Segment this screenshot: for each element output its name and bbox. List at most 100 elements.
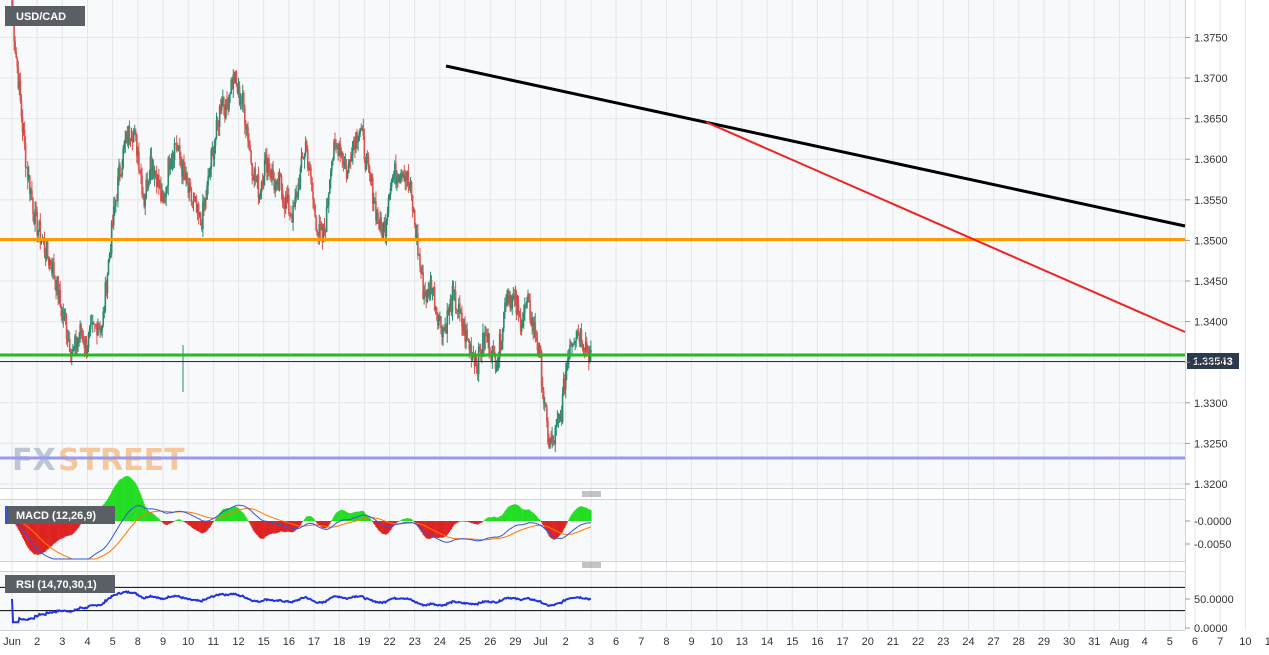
candle-body	[354, 139, 356, 149]
time-axis[interactable]: Jun 2 3 4 5 8 9 10 11 12 15 16 17 18 19 22 23 24 25 26 29 Jul…	[3, 636, 1269, 648]
candle-body	[46, 241, 49, 258]
candle-body	[350, 155, 353, 161]
x-tick-label: 28	[1013, 636, 1025, 648]
macd-histogram-bar	[329, 521, 331, 524]
candle-body	[344, 162, 347, 166]
candle-body	[522, 313, 525, 320]
candle-body	[517, 304, 520, 314]
macd-histogram-bar	[77, 521, 79, 529]
candle-body	[298, 183, 301, 189]
macd-histogram-bar	[457, 521, 459, 523]
macd-histogram-bar	[293, 521, 295, 532]
candle-body	[184, 171, 186, 180]
macd-histogram-bar	[23, 521, 26, 542]
macd-histogram-bar	[49, 521, 51, 548]
macd-histogram-bar	[345, 512, 348, 521]
candle-body	[98, 325, 100, 328]
candle-body	[438, 318, 440, 326]
candle-body	[218, 106, 221, 128]
candle-body	[77, 338, 79, 344]
candle-body	[132, 133, 135, 143]
macd-histogram-bar	[313, 519, 315, 521]
x-tick-label: 7	[1217, 636, 1223, 648]
macd-histogram-bar	[507, 507, 509, 521]
macd-histogram-bar	[237, 508, 240, 521]
candle-body	[583, 348, 586, 352]
macd-histogram-bar	[279, 521, 282, 532]
candle-body	[422, 272, 424, 299]
price-axis[interactable]: 1.3200 1.3250 1.3300 1.3350 1.3400 1.3450 1.35…	[1185, 32, 1234, 635]
candle-body	[47, 257, 50, 266]
x-tick-label: 23	[937, 636, 949, 648]
candle-body	[121, 167, 123, 177]
candle-body	[530, 320, 532, 326]
candle-body	[497, 359, 500, 363]
macd-histogram-bar	[407, 518, 410, 521]
x-tick-label: 16	[283, 636, 295, 648]
x-tick-label: 24	[962, 636, 974, 648]
candle-body	[202, 201, 204, 230]
macd-histogram-bar	[253, 521, 255, 532]
macd-histogram-bar	[263, 521, 265, 539]
macd-histogram-bar	[187, 521, 189, 525]
macd-histogram-bar	[466, 521, 468, 522]
macd-histogram-bar	[347, 512, 349, 521]
macd-histogram-bar	[560, 521, 563, 534]
candle-body	[233, 74, 236, 83]
macd-histogram-bar	[247, 520, 249, 521]
candle-body	[317, 234, 320, 236]
candle-body	[74, 336, 76, 348]
candle-body	[81, 330, 84, 336]
macd-histogram-bar	[206, 521, 208, 531]
y-tick-label: 1.3500	[1194, 235, 1228, 247]
macd-histogram-bar	[588, 509, 590, 521]
macd-histogram-bar	[171, 521, 174, 523]
macd-histogram-bar	[281, 521, 284, 532]
candle-body	[246, 127, 248, 129]
x-tick-label: 29	[509, 636, 521, 648]
candle-body	[94, 323, 96, 325]
candle-body	[20, 100, 23, 117]
macd-histogram-bar	[259, 521, 262, 539]
macd-histogram-bar	[236, 507, 239, 521]
macd-histogram-bar	[518, 506, 521, 521]
macd-histogram-bar	[339, 510, 341, 521]
macd-indicator	[11, 475, 592, 560]
candle-body	[263, 159, 266, 177]
candle-body	[229, 93, 231, 95]
macd-histogram-bar	[147, 510, 150, 521]
macd-histogram-bar	[413, 521, 415, 522]
candle-body	[387, 197, 390, 214]
candle-body	[431, 288, 434, 291]
candle-body	[391, 176, 394, 180]
candle-body	[335, 143, 337, 147]
macd-histogram-bar	[230, 507, 232, 521]
candle-body	[580, 329, 583, 344]
macd-histogram-bar	[410, 519, 413, 521]
candle-body	[533, 322, 536, 331]
macd-histogram-bar	[213, 520, 216, 522]
candle-body	[535, 337, 538, 341]
candle-body	[491, 346, 494, 361]
panel-resize-handle[interactable]	[582, 562, 601, 568]
candle-body	[463, 323, 465, 331]
macd-histogram-bar	[317, 521, 319, 526]
macd-histogram-bar	[353, 512, 355, 521]
candle-body	[213, 146, 216, 160]
macd-histogram-bar	[372, 521, 374, 523]
candle-body	[555, 425, 558, 428]
macd-histogram-bar	[300, 521, 303, 524]
candle-body	[66, 338, 69, 341]
y-tick-label: 1.3200	[1194, 479, 1228, 491]
macd-histogram-bar	[246, 518, 248, 521]
x-tick-label: 21	[887, 636, 899, 648]
macd-histogram-bar	[160, 521, 162, 522]
macd-histogram-bar	[308, 516, 310, 521]
macd-histogram-bar	[116, 483, 118, 521]
candle-body	[141, 175, 143, 195]
panel-resize-handle[interactable]	[582, 491, 601, 497]
candle-body	[345, 165, 348, 179]
macd-histogram-bar	[434, 521, 436, 538]
macd-histogram-bar	[183, 521, 185, 522]
